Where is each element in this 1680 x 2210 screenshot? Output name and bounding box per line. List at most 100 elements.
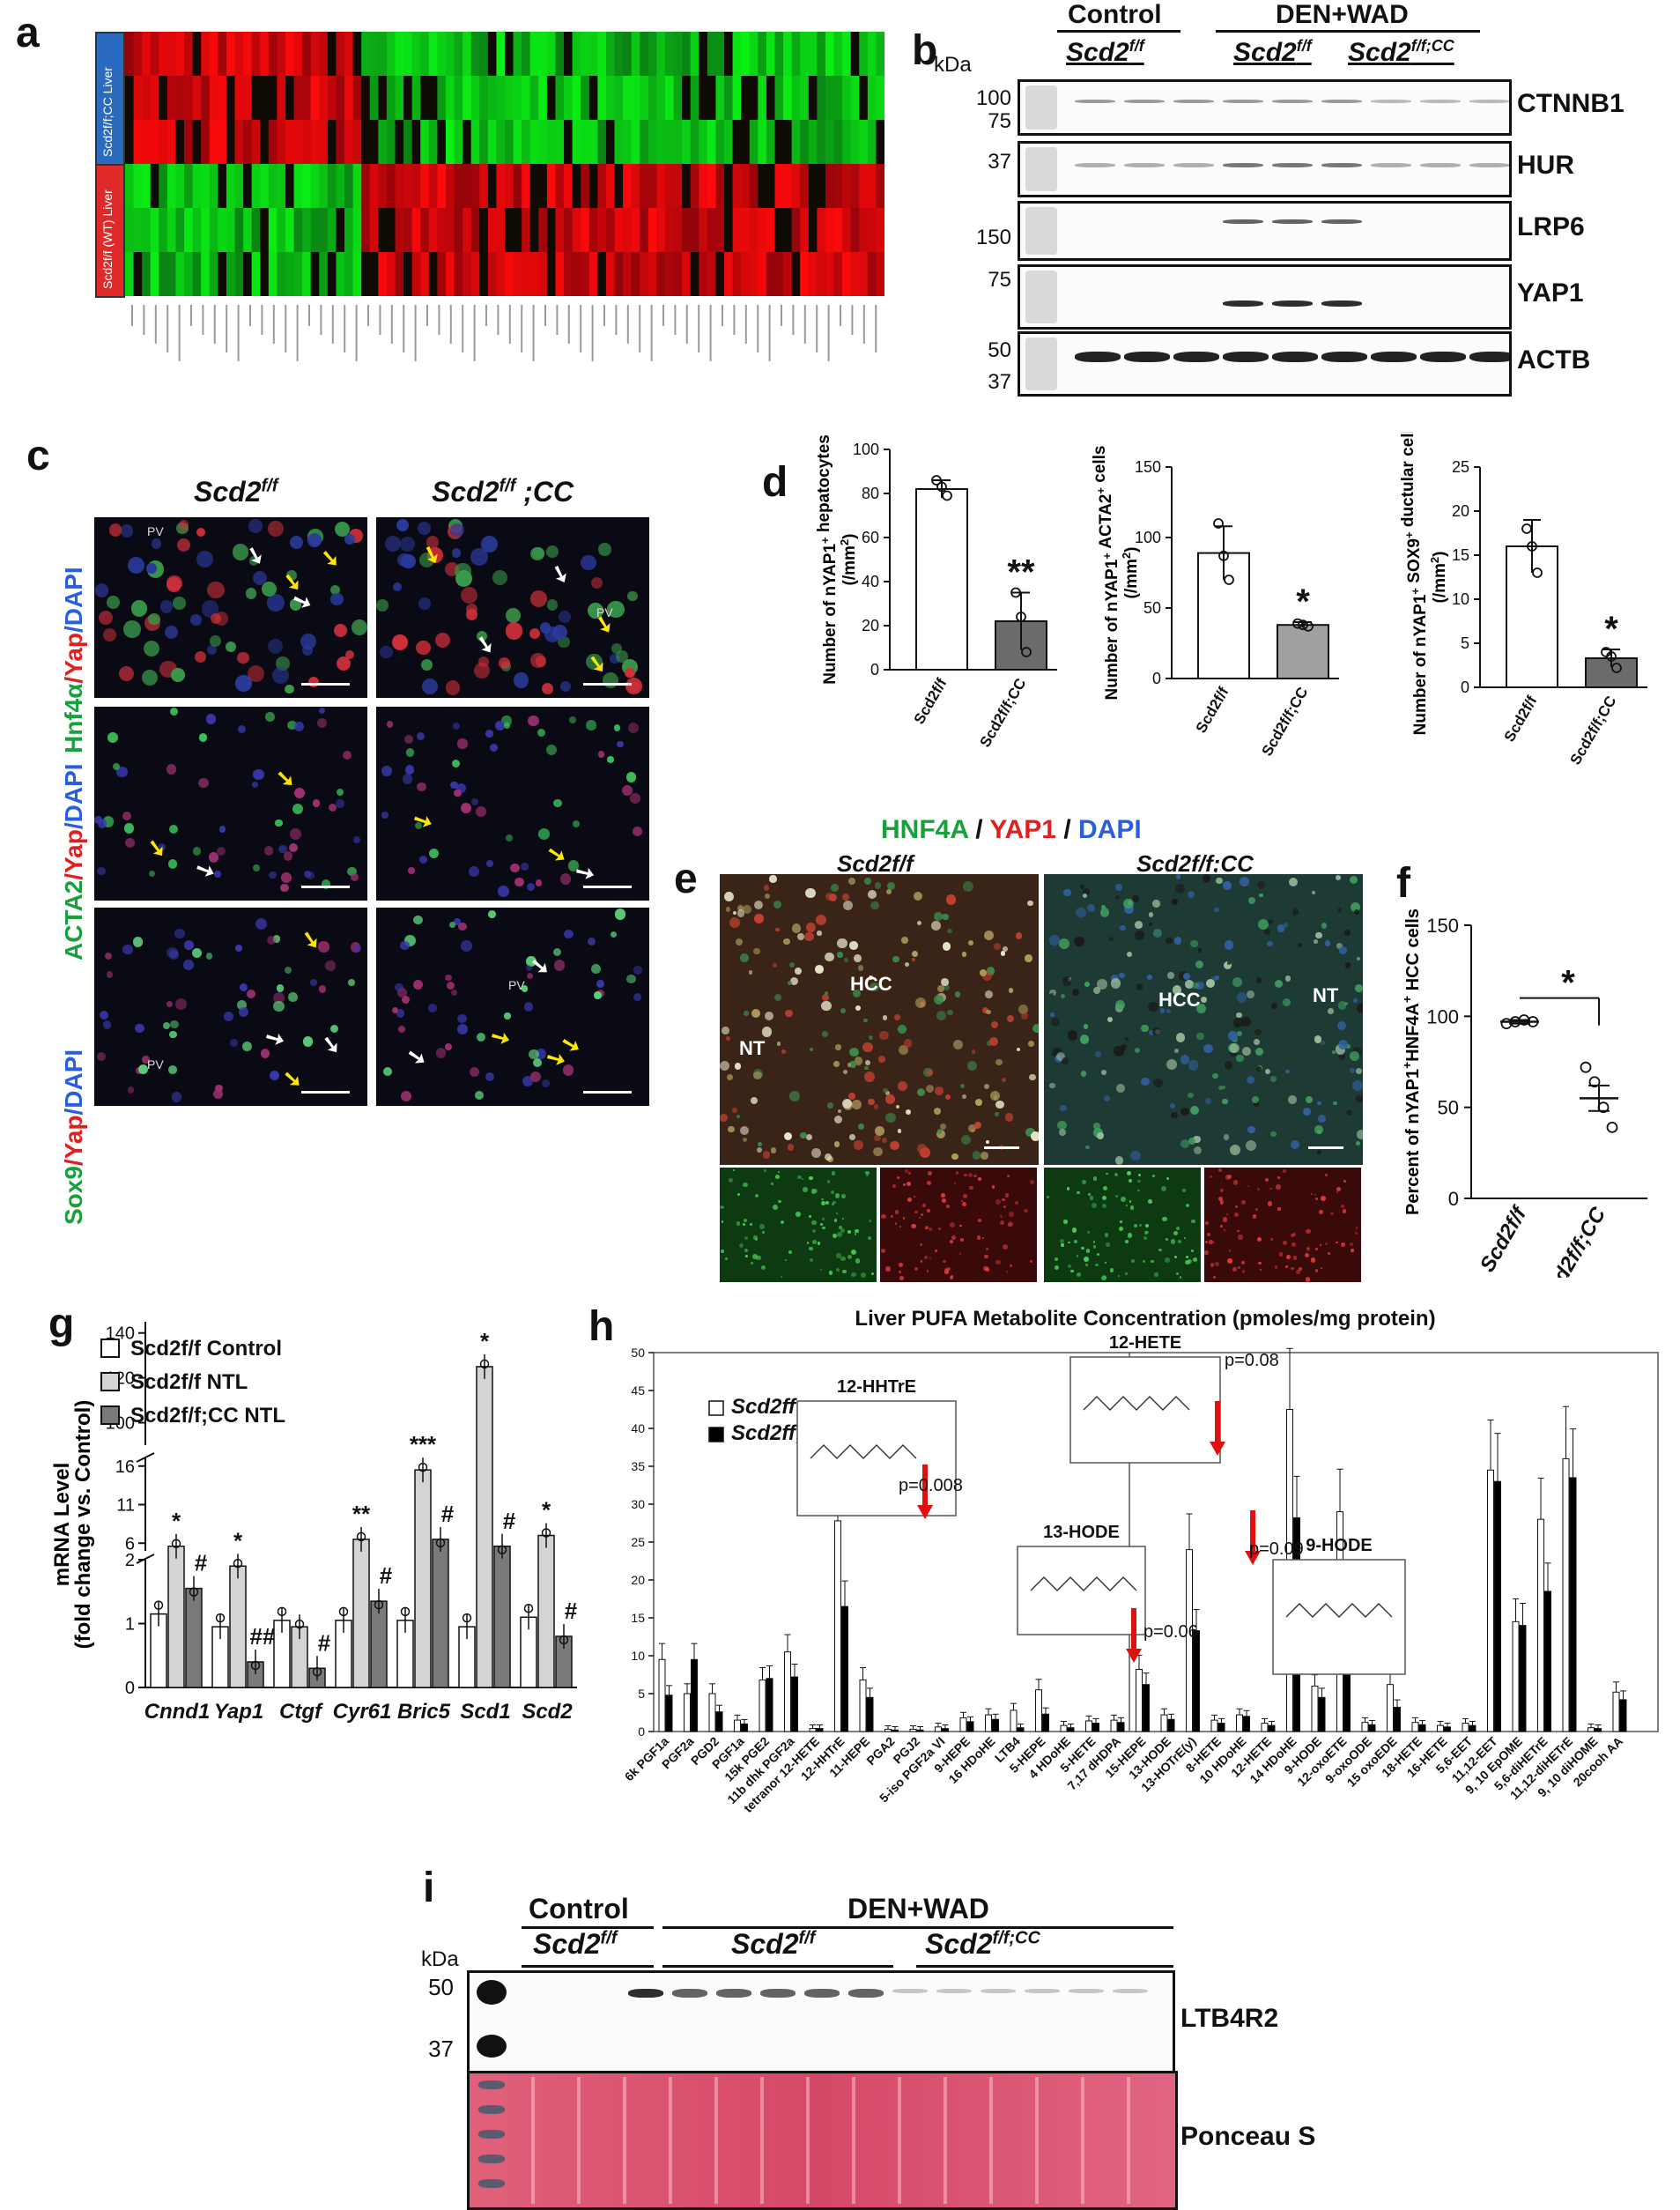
i-control-line xyxy=(522,1926,654,1929)
cell-nucleus xyxy=(1255,1065,1262,1072)
heatmap-cell xyxy=(159,32,168,77)
cell-signal xyxy=(999,1220,1004,1225)
cell-signal xyxy=(1315,1248,1319,1251)
cell-signal xyxy=(820,1223,824,1227)
heatmap-cell xyxy=(463,164,472,209)
heatmap-cell xyxy=(656,208,666,253)
cell-nucleus xyxy=(586,720,596,730)
cell-nucleus xyxy=(1100,1069,1107,1076)
cell-signal xyxy=(1324,1242,1328,1245)
cell-nucleus xyxy=(757,1147,763,1153)
ladder-band xyxy=(478,2179,505,2188)
heatmap-cell xyxy=(588,252,598,296)
blot-band xyxy=(716,1989,751,1998)
x-tick-label: Bric5 xyxy=(397,1700,451,1724)
cell-nucleus xyxy=(214,870,222,878)
cell-nucleus xyxy=(421,678,439,695)
cell-signal xyxy=(809,1246,813,1251)
heatmap-cell xyxy=(310,164,320,209)
cell-nucleus xyxy=(99,1011,108,1020)
bar xyxy=(809,1728,817,1732)
heatmap-cell xyxy=(631,32,640,77)
heatmap-cell xyxy=(378,32,388,77)
cell-nucleus xyxy=(1151,1027,1160,1036)
heatmap-cell xyxy=(522,164,531,209)
heatmap-cell xyxy=(285,252,295,296)
cell-signal xyxy=(1315,1269,1319,1272)
cell-signal xyxy=(1151,1175,1155,1177)
cell-signal xyxy=(1209,1240,1213,1244)
heatmap-cell xyxy=(732,252,742,296)
lane-divider xyxy=(1081,2077,1084,2204)
heatmap-cell xyxy=(732,32,742,77)
heatmap-cell xyxy=(192,252,202,296)
heatmap-cell xyxy=(285,120,295,165)
cell-signal xyxy=(1002,1244,1008,1250)
cell-nucleus xyxy=(1185,980,1194,989)
cell-nucleus xyxy=(994,943,1001,951)
cell-nucleus xyxy=(525,964,533,972)
heatmap-cell xyxy=(529,208,539,253)
cell-nucleus xyxy=(1223,881,1232,890)
heatmap-cell xyxy=(150,252,159,296)
cell-nucleus xyxy=(1050,1017,1061,1027)
heatmap-cell xyxy=(640,164,649,209)
heatmap-cell xyxy=(588,164,598,209)
heatmap-cell xyxy=(496,120,506,165)
y-tick-label: 20 xyxy=(631,1573,645,1587)
heatmap-cell xyxy=(749,164,759,209)
cell-nucleus xyxy=(842,900,854,911)
cell-nucleus xyxy=(260,1049,270,1058)
bar xyxy=(909,1728,917,1732)
ladder-lane xyxy=(1025,147,1057,191)
y-tick-label: 100 xyxy=(853,441,879,458)
heatmap-cell xyxy=(505,208,514,253)
h-pufa-chart: Liver PUFA Metabolite Concentration (pmo… xyxy=(622,1307,1659,1815)
heatmap-cell xyxy=(277,76,286,121)
panel-g-label: g xyxy=(48,1301,75,1347)
heatmap-cell xyxy=(791,76,801,121)
cell-nucleus xyxy=(1335,875,1341,881)
cell-nucleus xyxy=(597,543,611,557)
cell-nucleus xyxy=(1324,940,1331,946)
cell-signal xyxy=(1097,1252,1100,1256)
panel-e-label: e xyxy=(674,856,698,902)
cell-signal xyxy=(1255,1208,1259,1211)
cell-signal xyxy=(1184,1237,1187,1240)
cell-nucleus xyxy=(1338,1039,1349,1049)
cell-nucleus xyxy=(289,842,299,853)
cell-nucleus xyxy=(435,1048,447,1058)
cell-nucleus xyxy=(316,718,327,729)
cell-nucleus xyxy=(1029,1073,1036,1081)
cell-nucleus xyxy=(1345,962,1351,968)
cell-nucleus xyxy=(293,788,305,799)
cell-signal xyxy=(1218,1168,1223,1172)
scale-bar xyxy=(1308,1146,1343,1149)
cell-signal xyxy=(785,1258,788,1261)
cell-signal xyxy=(1104,1261,1107,1264)
y-tick-label: 30 xyxy=(631,1497,645,1511)
cell-signal xyxy=(851,1250,857,1256)
heatmap-cell xyxy=(774,120,784,165)
cell-signal xyxy=(1310,1192,1314,1196)
significance-mark: * xyxy=(1604,610,1618,649)
cell-nucleus xyxy=(610,653,620,664)
heatmap-cell xyxy=(167,120,177,165)
cell-nucleus xyxy=(914,891,923,901)
cell-nucleus xyxy=(1025,1128,1035,1138)
heatmap-cell xyxy=(209,32,218,77)
cell-nucleus xyxy=(742,904,751,914)
cell-nucleus xyxy=(1247,1075,1255,1085)
bar xyxy=(859,1680,867,1732)
heatmap-cell xyxy=(581,32,590,77)
e-channel-3 xyxy=(1042,1166,1203,1284)
e-channel-1 xyxy=(718,1166,878,1284)
cell-nucleus xyxy=(810,1048,814,1052)
heatmap-cell xyxy=(758,208,767,253)
heatmap-cell xyxy=(336,76,345,121)
heatmap-cell xyxy=(352,252,362,296)
arrow-icon: ➘ xyxy=(276,764,296,791)
cell-nucleus xyxy=(236,1000,247,1011)
